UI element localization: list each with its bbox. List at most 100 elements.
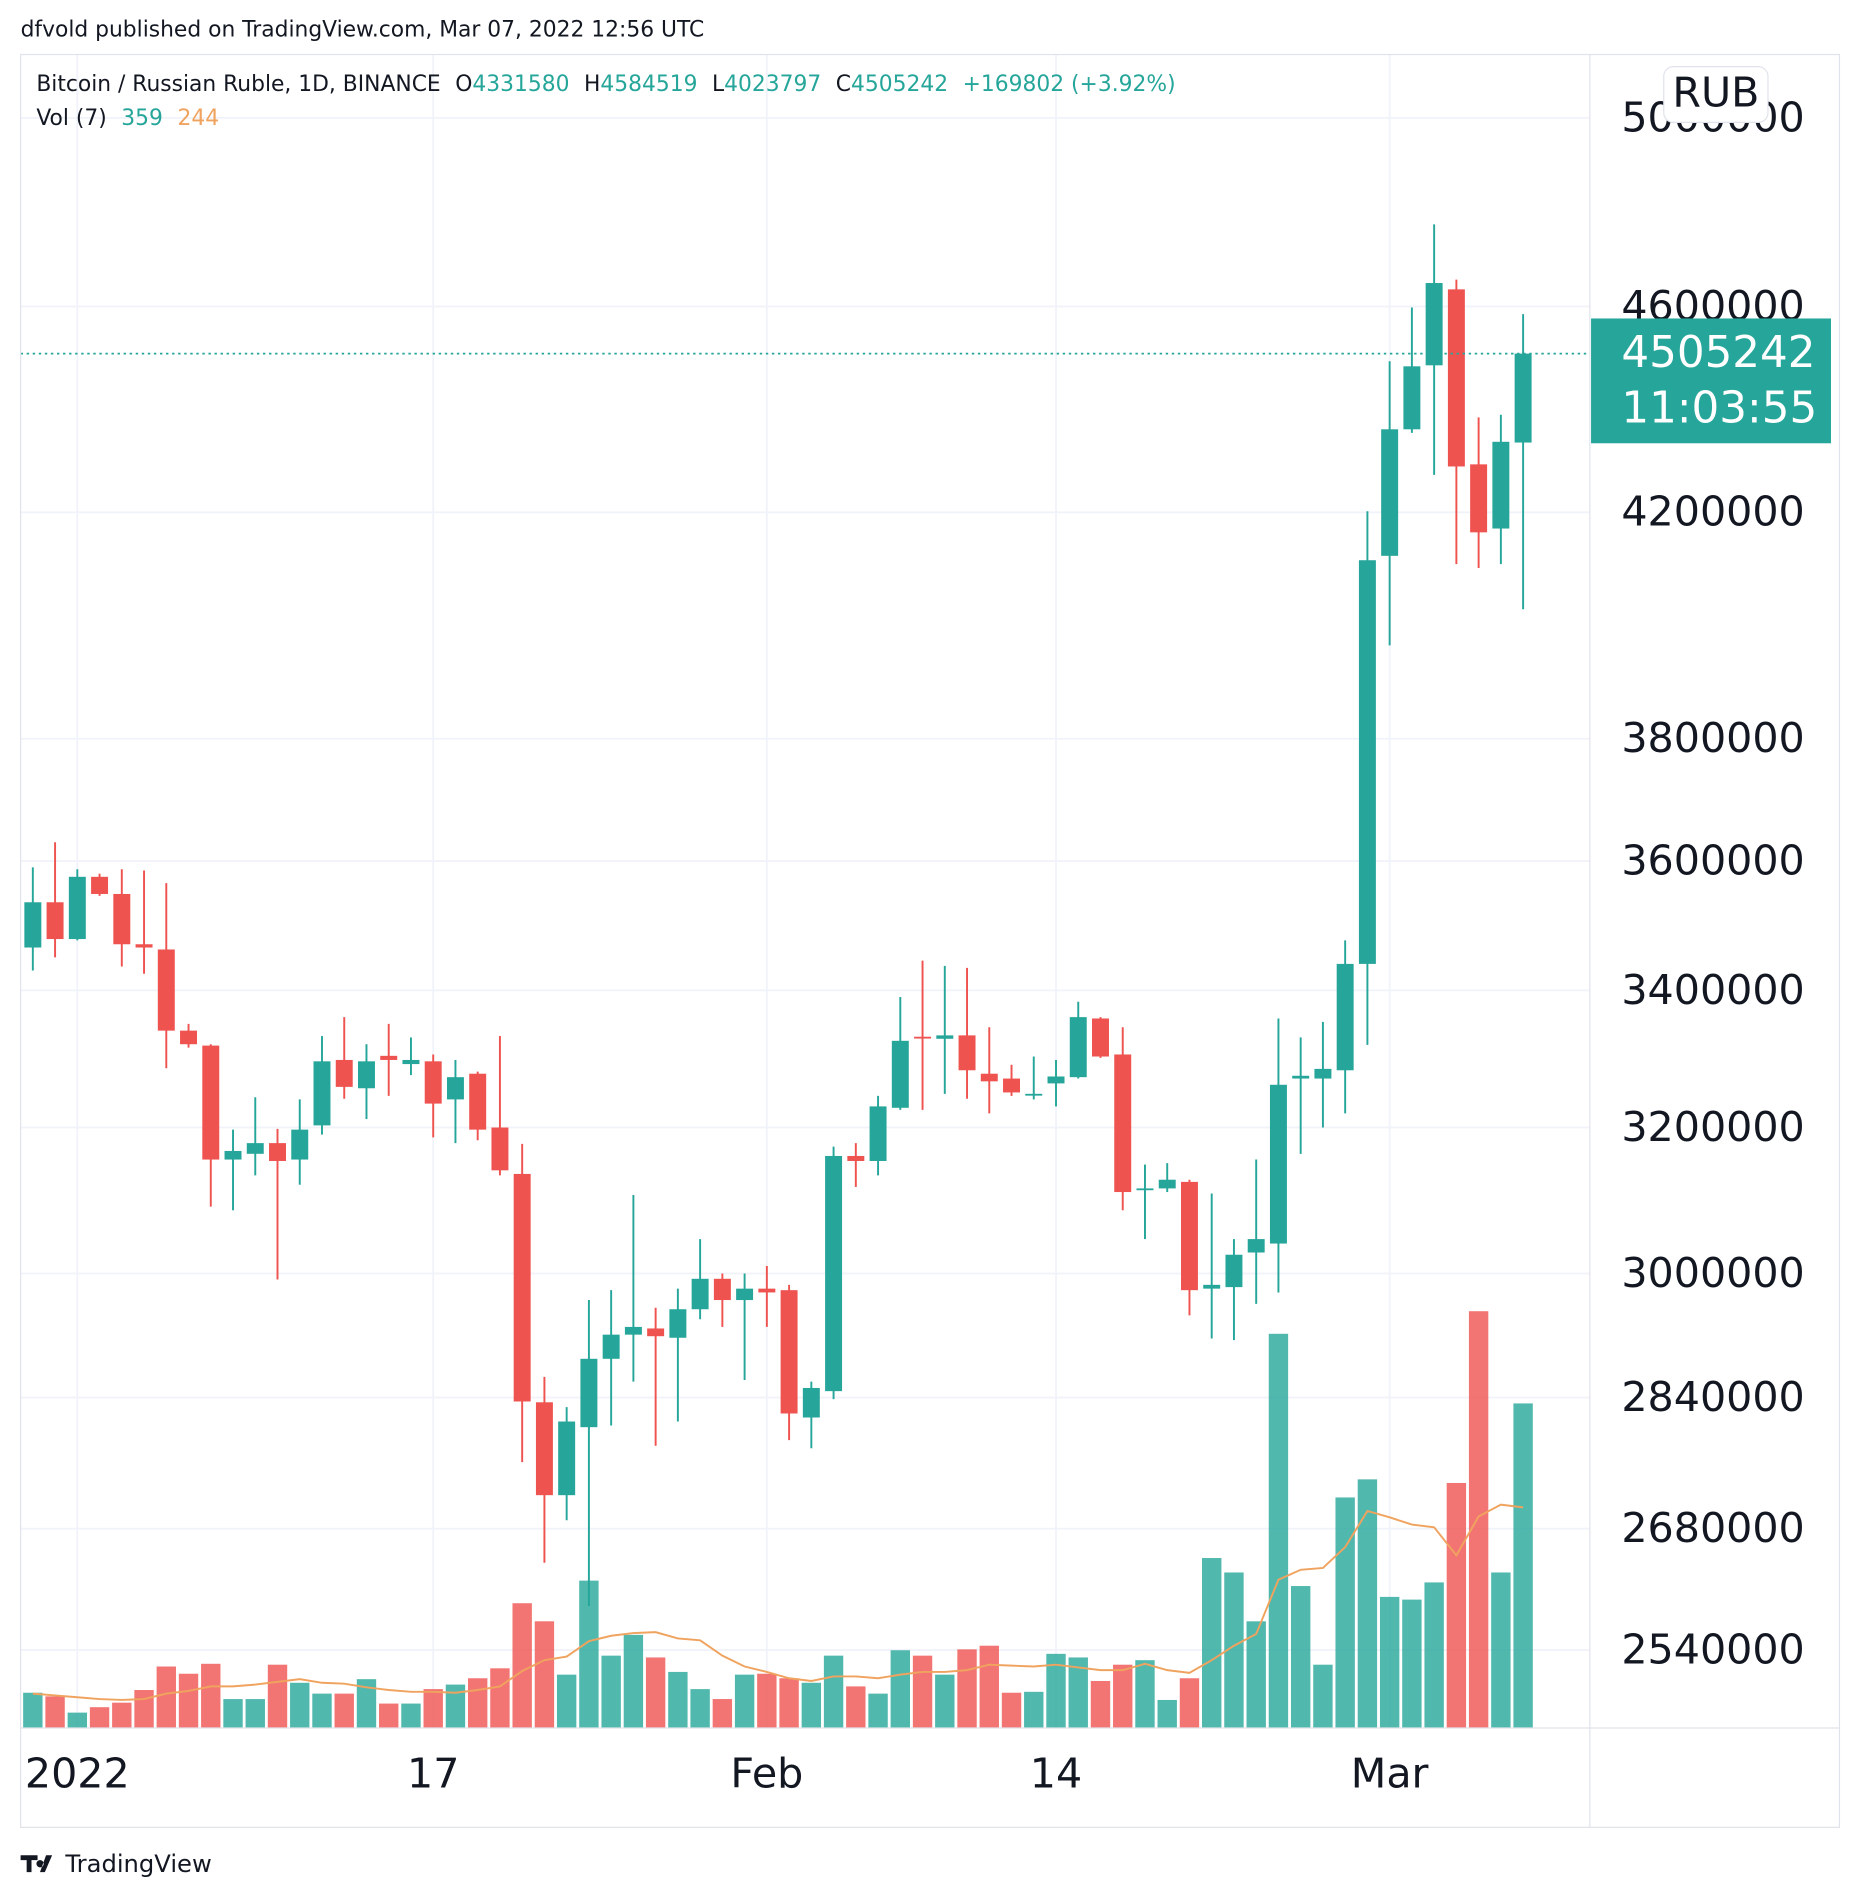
volume-bar bbox=[512, 1603, 532, 1728]
volume-bar bbox=[890, 1650, 911, 1728]
volume-bar bbox=[290, 1682, 310, 1728]
volume-bar bbox=[690, 1689, 710, 1728]
volume-bar bbox=[912, 1655, 933, 1728]
volume-bar bbox=[445, 1684, 466, 1728]
volume-bar bbox=[201, 1663, 221, 1728]
volume-bar bbox=[45, 1696, 65, 1728]
volume-bar bbox=[1379, 1596, 1400, 1728]
candle-body bbox=[469, 1073, 487, 1130]
last-price-box bbox=[1591, 318, 1831, 444]
logo-icon bbox=[20, 1855, 53, 1873]
candle-body bbox=[1314, 1068, 1332, 1079]
candle-body bbox=[802, 1387, 820, 1418]
candle-body bbox=[202, 1045, 220, 1160]
candle-body bbox=[1136, 1188, 1154, 1191]
volume-bar bbox=[935, 1674, 955, 1728]
axes bbox=[19, 53, 1841, 1828]
volume-bar bbox=[534, 1621, 555, 1728]
volume-value: 359 bbox=[121, 106, 163, 131]
ohlc-letter: H bbox=[584, 72, 600, 97]
candle-body bbox=[1381, 429, 1399, 556]
y-tick-label: 2540000 bbox=[1621, 1625, 1804, 1673]
candles bbox=[20, 224, 1590, 1606]
candle-body bbox=[1047, 1076, 1065, 1084]
volume-bar bbox=[156, 1666, 176, 1728]
x-tick-label: 2022 bbox=[25, 1749, 130, 1797]
candle-body bbox=[1092, 1018, 1109, 1057]
candle-body bbox=[1403, 366, 1421, 430]
volume-bar bbox=[734, 1674, 755, 1728]
candle-body bbox=[291, 1129, 309, 1160]
volume-bar bbox=[1491, 1572, 1511, 1728]
candle-body bbox=[936, 1035, 954, 1039]
candle-body bbox=[669, 1309, 687, 1338]
candle-body bbox=[980, 1073, 998, 1082]
candle-body bbox=[269, 1143, 286, 1161]
candle-body bbox=[691, 1278, 709, 1310]
candle-body bbox=[1114, 1054, 1132, 1193]
volume-bar bbox=[1246, 1621, 1266, 1728]
volume-bar bbox=[645, 1657, 666, 1728]
volume-bar bbox=[1113, 1664, 1133, 1728]
candle-body bbox=[491, 1127, 509, 1171]
volume-bar bbox=[668, 1671, 688, 1728]
ohlc-value: 4331580 bbox=[472, 72, 569, 97]
y-tick-label: 3800000 bbox=[1621, 714, 1804, 762]
candle-body bbox=[535, 1402, 553, 1496]
published-note: dfvold published on TradingView.com, Mar… bbox=[21, 17, 705, 42]
candle-body bbox=[1425, 283, 1443, 366]
volume-bar bbox=[1402, 1599, 1422, 1728]
candle-body bbox=[758, 1288, 776, 1293]
volume-ma-value: 244 bbox=[177, 106, 219, 131]
currency-label: RUB bbox=[1672, 69, 1759, 117]
candle-body bbox=[68, 876, 86, 940]
y-tick-label: 3000000 bbox=[1621, 1249, 1804, 1297]
volume-bar bbox=[1157, 1699, 1177, 1728]
candle-body bbox=[914, 1036, 932, 1039]
x-tick-label: 17 bbox=[407, 1749, 459, 1797]
volume-bar bbox=[1001, 1692, 1022, 1728]
volume-bar bbox=[1068, 1657, 1088, 1728]
volume-bar bbox=[467, 1678, 488, 1728]
volume-bar bbox=[356, 1679, 377, 1728]
candle-body bbox=[869, 1106, 887, 1161]
volume-bar bbox=[823, 1655, 844, 1728]
volume-bar bbox=[1513, 1403, 1533, 1728]
volume-bar bbox=[67, 1712, 88, 1728]
volume-bar bbox=[601, 1655, 621, 1728]
symbol-title: Bitcoin / Russian Ruble, 1D, BINANCE bbox=[36, 72, 440, 97]
candle-body bbox=[1225, 1254, 1243, 1288]
volume-bar bbox=[23, 1692, 43, 1728]
ohlc-letter: O bbox=[455, 72, 472, 97]
ohlc-letter: L bbox=[712, 72, 725, 97]
candle-body bbox=[1247, 1239, 1265, 1253]
candle-body bbox=[113, 893, 131, 945]
volume-bar bbox=[1090, 1680, 1111, 1728]
x-tick-label: 14 bbox=[1030, 1749, 1082, 1797]
volume-bar bbox=[267, 1664, 288, 1728]
candle-body bbox=[847, 1155, 865, 1161]
x-tick-label: Feb bbox=[730, 1749, 803, 1797]
volume-title: Vol (7) bbox=[36, 106, 106, 131]
volume-bar bbox=[579, 1580, 599, 1728]
ohlc-value: 4584519 bbox=[600, 72, 697, 97]
volume-bar bbox=[556, 1674, 577, 1728]
volume-bar bbox=[1224, 1572, 1244, 1728]
legend-volume-row: Vol (7) 359 244 bbox=[36, 106, 219, 131]
candle-body bbox=[335, 1059, 353, 1087]
candle-body bbox=[736, 1288, 754, 1301]
candle-body bbox=[1470, 464, 1488, 533]
candle-body bbox=[357, 1061, 375, 1089]
candle-body bbox=[1492, 441, 1510, 529]
volume-bar bbox=[401, 1703, 421, 1728]
candle-body bbox=[1292, 1075, 1310, 1079]
volume-bar bbox=[846, 1686, 866, 1728]
candle-body bbox=[513, 1173, 531, 1402]
y-tick-label: 2840000 bbox=[1621, 1373, 1804, 1421]
candle-body bbox=[891, 1040, 909, 1108]
volume-bar bbox=[957, 1649, 977, 1728]
volume-bar bbox=[1468, 1311, 1489, 1728]
volume-bar bbox=[1357, 1479, 1378, 1728]
